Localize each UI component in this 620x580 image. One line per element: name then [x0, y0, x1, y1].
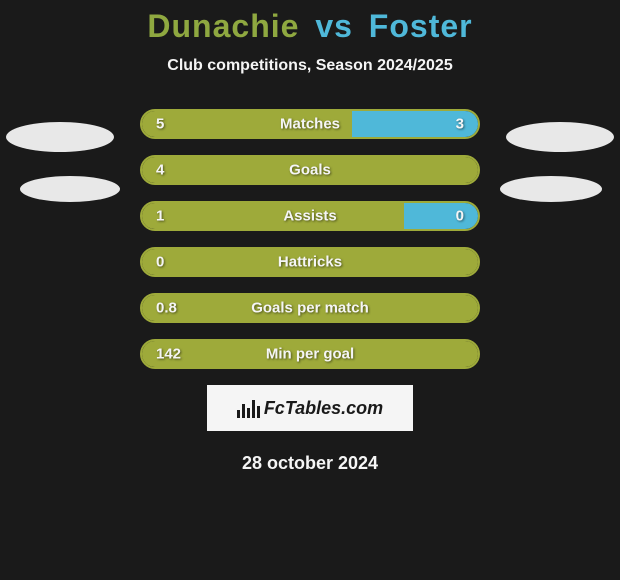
stat-value-right: 0 [456, 208, 464, 225]
player-left-name: Dunachie [147, 8, 299, 44]
stat-label: Goals per match [142, 300, 478, 317]
stat-label: Min per goal [142, 346, 478, 363]
stat-row: 142Min per goal [140, 339, 480, 369]
date-label: 28 october 2024 [0, 453, 620, 474]
decorative-oval-right-1 [506, 122, 614, 152]
comparison-chart: Dunachie vs Foster Club competitions, Se… [0, 0, 620, 580]
stat-label: Matches [142, 116, 478, 133]
stats-container: 5Matches34Goals1Assists00Hattricks0.8Goa… [140, 109, 480, 369]
stat-row: 5Matches3 [140, 109, 480, 139]
stat-row: 0.8Goals per match [140, 293, 480, 323]
stat-label: Assists [142, 208, 478, 225]
decorative-oval-left-2 [20, 176, 120, 202]
stat-value-right: 3 [456, 116, 464, 133]
stat-label: Goals [142, 162, 478, 179]
decorative-oval-right-2 [500, 176, 602, 202]
brand-text: FcTables.com [264, 398, 383, 419]
stat-row: 4Goals [140, 155, 480, 185]
brand-box: FcTables.com [207, 385, 413, 431]
chart-title: Dunachie vs Foster [0, 8, 620, 45]
stat-label: Hattricks [142, 254, 478, 271]
chart-subtitle: Club competitions, Season 2024/2025 [0, 57, 620, 75]
stat-row: 0Hattricks [140, 247, 480, 277]
vs-label: vs [315, 8, 353, 44]
bar-chart-icon [237, 398, 260, 418]
stat-row: 1Assists0 [140, 201, 480, 231]
decorative-oval-left-1 [6, 122, 114, 152]
player-right-name: Foster [369, 8, 473, 44]
